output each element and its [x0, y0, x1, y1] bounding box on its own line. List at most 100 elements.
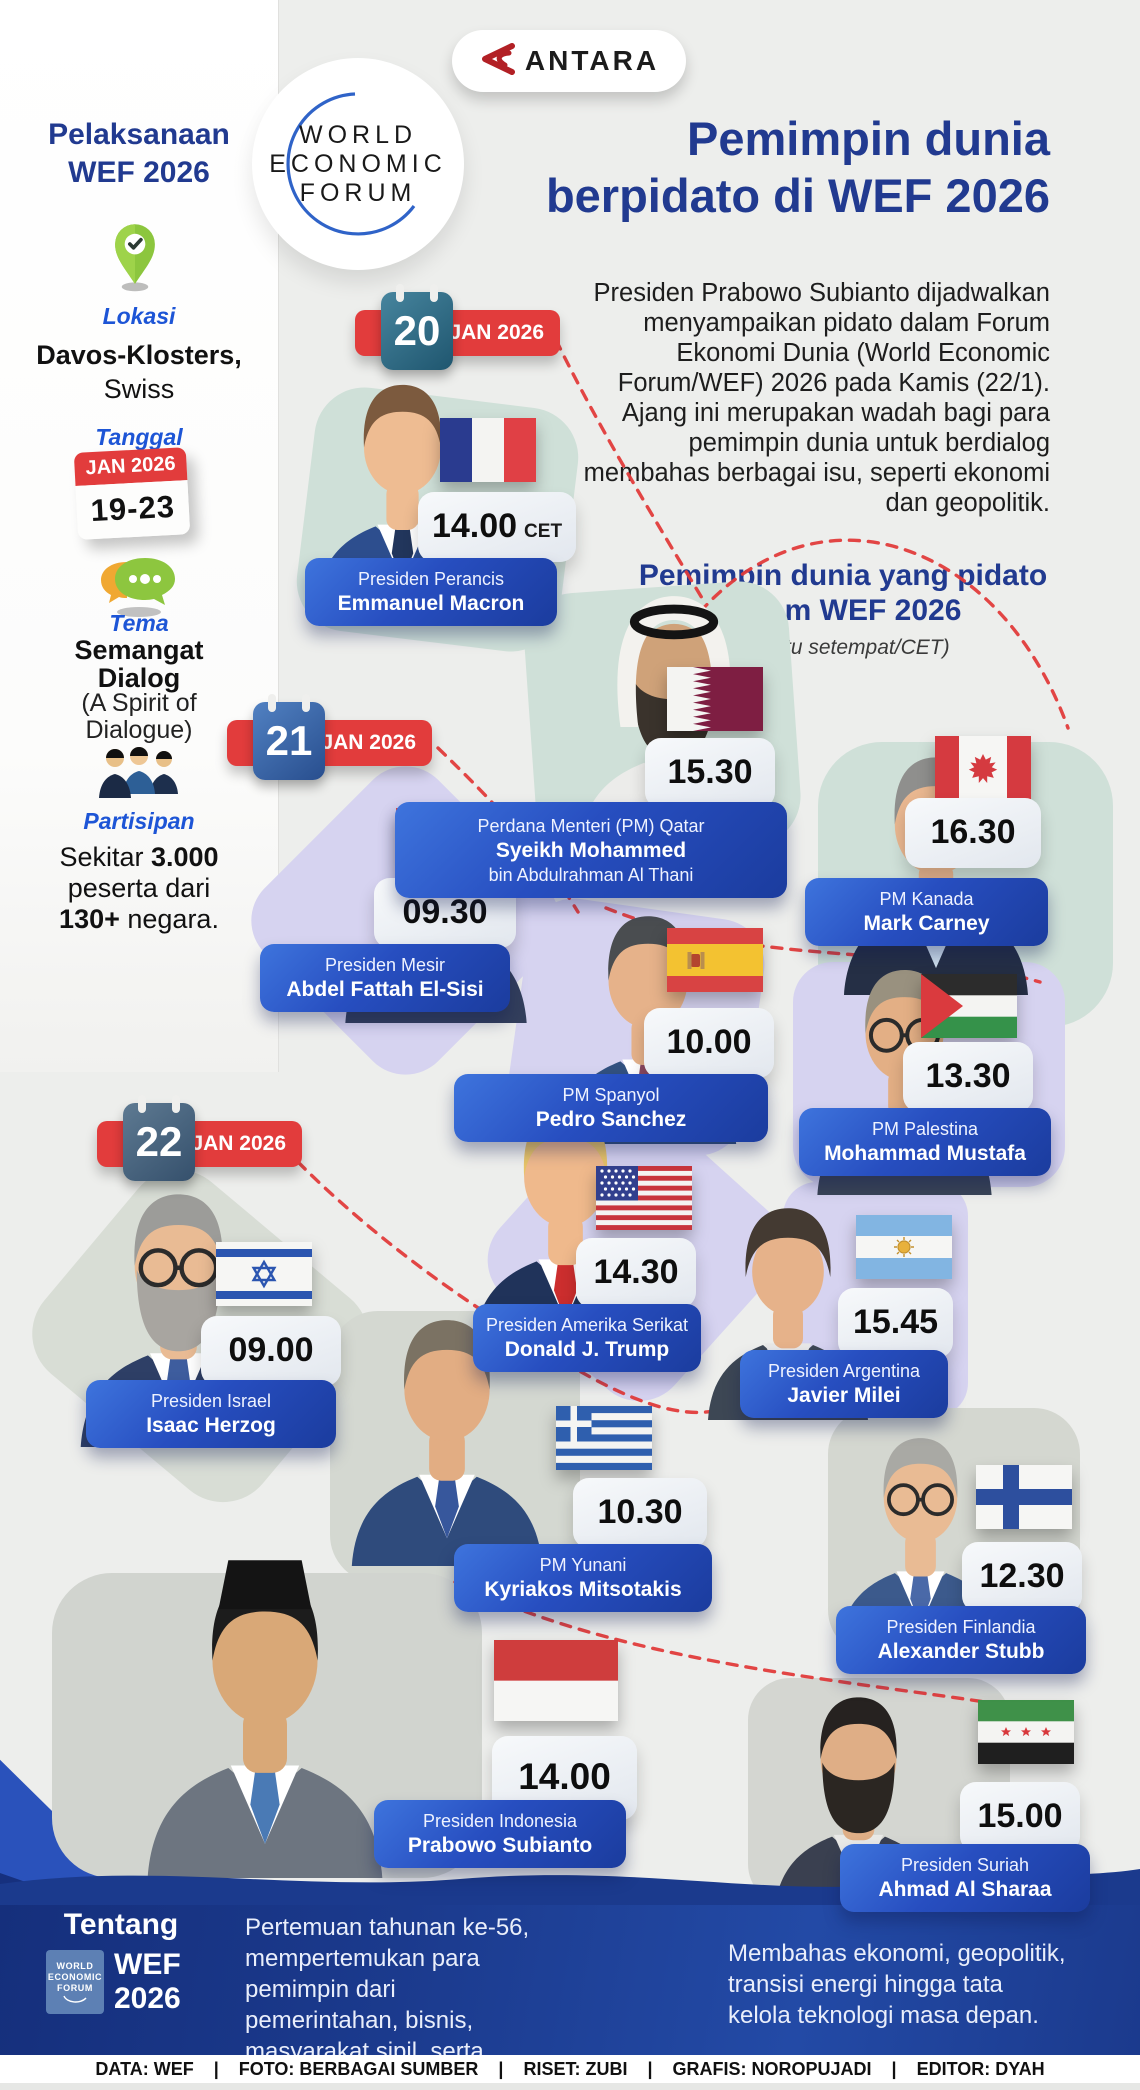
time-chip: 10.00 — [644, 1008, 774, 1078]
about-heading-line1: Tentang — [63, 1908, 179, 1941]
leader-role: Presiden Israel — [150, 1390, 272, 1411]
participants-countries: 130+ — [59, 904, 120, 934]
leader-role: Presiden Suriah — [900, 1854, 1030, 1875]
leader-name: Donald J. Trump — [504, 1337, 670, 1361]
time-value: 09.00 — [228, 1331, 314, 1369]
day-badge-20-month-text: JAN 2026 — [449, 321, 544, 344]
wef-box-line1: WORLD — [56, 1960, 94, 1971]
day-badge-20-number: 20 — [381, 284, 453, 370]
theme-chat-icon — [97, 556, 181, 623]
time-chip: 13.30 — [903, 1042, 1033, 1112]
portrait-prabowo-subianto — [60, 1548, 470, 1878]
time-value: 14.00 — [431, 507, 518, 545]
date-label: Tanggal — [95, 424, 183, 450]
nameplate: PM Palestina Mohammad Mustafa — [799, 1108, 1051, 1176]
theme-text-english: (A Spirit of Dialogue) — [0, 690, 278, 744]
time-chip: 14.30 — [576, 1238, 696, 1308]
flag-syria — [978, 1700, 1074, 1764]
nameplate: PM Yunani Kyriakos Mitsotakis — [454, 1544, 712, 1612]
day-badge-22-number: 22 — [123, 1095, 195, 1181]
leader-role: PM Spanyol — [562, 1084, 660, 1105]
day-badge-22-number-text: 22 — [135, 1118, 183, 1165]
theme-label: Tema — [109, 610, 169, 636]
page-title-line2: berpidato di WEF 2026 — [545, 169, 1050, 222]
leader-name: Mark Carney — [863, 911, 990, 935]
about-heading-line3: 2026 — [114, 1982, 181, 2015]
bottom-strip — [0, 2083, 1140, 2090]
flag-israel — [216, 1242, 312, 1306]
leader-role: PM Palestina — [871, 1118, 979, 1139]
time-value: 16.30 — [930, 813, 1016, 851]
leader-role: Presiden Indonesia — [422, 1810, 578, 1831]
day-badge-21-month-text: JAN 2026 — [321, 731, 416, 754]
time-chip: 10.30 — [573, 1478, 707, 1548]
time-chip: 09.00 — [201, 1316, 341, 1386]
flag-france — [440, 418, 536, 482]
leader-card-milei: 15.45 Presiden Argentina Javier Milei — [688, 1180, 968, 1425]
leader-name: Emmanuel Macron — [337, 591, 525, 615]
footer: DATA: WEF | FOTO: BERBAGAI SUMBER | RISE… — [0, 2055, 1140, 2083]
about-heading: Tentang WORLD ECONOMIC FORUM WEF 2026 — [46, 1908, 196, 2016]
leader-role: Presiden Mesir — [324, 954, 446, 975]
participants-count: 3.000 — [150, 842, 219, 872]
sidebar-title: Pelaksanaan WEF 2026 — [0, 116, 278, 192]
time-chip: 15.30 — [645, 738, 775, 808]
leader-card-herzog: 09.00 Presiden Israel Isaac Herzog — [10, 1148, 413, 1524]
leader-name: Mohammad Mustafa — [824, 1141, 1026, 1165]
flag-canada — [935, 736, 1031, 800]
leader-card-stubb: 12.30 Presiden Finlandia Alexander Stubb — [816, 1390, 1091, 1675]
page-title: Pemimpin dunia berpidato di WEF 2026 — [440, 110, 1050, 224]
day-badge-21-number: 21 — [253, 694, 325, 780]
theme-line1: Semangat — [74, 635, 204, 665]
time-chip: 14.00 CET — [418, 492, 576, 562]
antara-logo-text: ANTARA — [524, 45, 660, 76]
leader-name: Syeikh Mohammed — [495, 838, 687, 862]
leader-role: PM Yunani — [539, 1554, 627, 1575]
leader-role: PM Kanada — [879, 888, 974, 909]
time-chip: 12.30 — [962, 1542, 1082, 1612]
about-heading-line2: WEF — [114, 1948, 181, 1981]
nameplate: Presiden Amerika Serikat Donald J. Trump — [473, 1304, 701, 1372]
wef-logo-line2: ECONOMIC — [269, 149, 447, 178]
flag-indonesia — [494, 1640, 618, 1722]
calendar-widget: JAN 2026 19-23 — [73, 447, 191, 540]
sidebar-title-line1: Pelaksanaan — [48, 118, 230, 151]
nameplate: Presiden Suriah Ahmad Al Sharaa — [840, 1844, 1090, 1912]
location-city: Davos-Klosters, — [36, 340, 242, 370]
sidebar: Pelaksanaan WEF 2026 Lokasi Davos-Kloster… — [0, 0, 279, 1072]
theme-line4: Dialogue) — [85, 716, 193, 744]
time-value: 14.00 — [518, 1756, 611, 1797]
time-chip: 16.30 — [905, 798, 1041, 868]
leader-name: Prabowo Subianto — [407, 1833, 593, 1857]
theme-line3: (A Spirit of — [81, 689, 197, 717]
wef-logo-small: WORLD ECONOMIC FORUM — [46, 1950, 104, 2014]
leader-role: Presiden Perancis — [357, 568, 505, 589]
nameplate: PM Kanada Mark Carney — [805, 878, 1048, 946]
wef-box-line2: ECONOMIC — [47, 1971, 103, 1982]
day-badge-20-number-text: 20 — [393, 307, 441, 354]
time-value: 10.00 — [666, 1023, 752, 1061]
nameplate: Presiden Israel Isaac Herzog — [86, 1380, 336, 1448]
footer-credits: DATA: WEF | FOTO: BERBAGAI SUMBER | RISE… — [95, 2058, 1045, 2079]
leader-name: Ahmad Al Sharaa — [878, 1877, 1052, 1901]
leader-name: Javier Milei — [787, 1383, 901, 1407]
participants-post: negara. — [119, 904, 219, 934]
time-value: 14.30 — [593, 1253, 679, 1291]
leader-role: Perdana Menteri (PM) Qatar — [477, 815, 705, 836]
nameplate: Presiden Argentina Javier Milei — [740, 1350, 948, 1418]
leader-name: Alexander Stubb — [877, 1639, 1045, 1663]
wef-box-line3: FORUM — [57, 1982, 93, 1993]
participants-mid: peserta dari — [67, 873, 211, 903]
participants-label: Partisipan — [83, 808, 195, 834]
wef-box-arc — [63, 1995, 87, 2003]
time-chip: 15.45 — [838, 1288, 953, 1358]
page-title-line1: Pemimpin dunia — [687, 112, 1050, 165]
location-pin-icon — [104, 222, 166, 297]
participants-icon — [93, 742, 185, 807]
time-value: 15.45 — [852, 1303, 939, 1341]
leader-role: Presiden Argentina — [767, 1360, 921, 1381]
theme-text-bold: Semangat Dialog — [0, 636, 278, 692]
nameplate: Presiden Perancis Emmanuel Macron — [305, 558, 557, 626]
flag-argentina — [856, 1215, 952, 1279]
